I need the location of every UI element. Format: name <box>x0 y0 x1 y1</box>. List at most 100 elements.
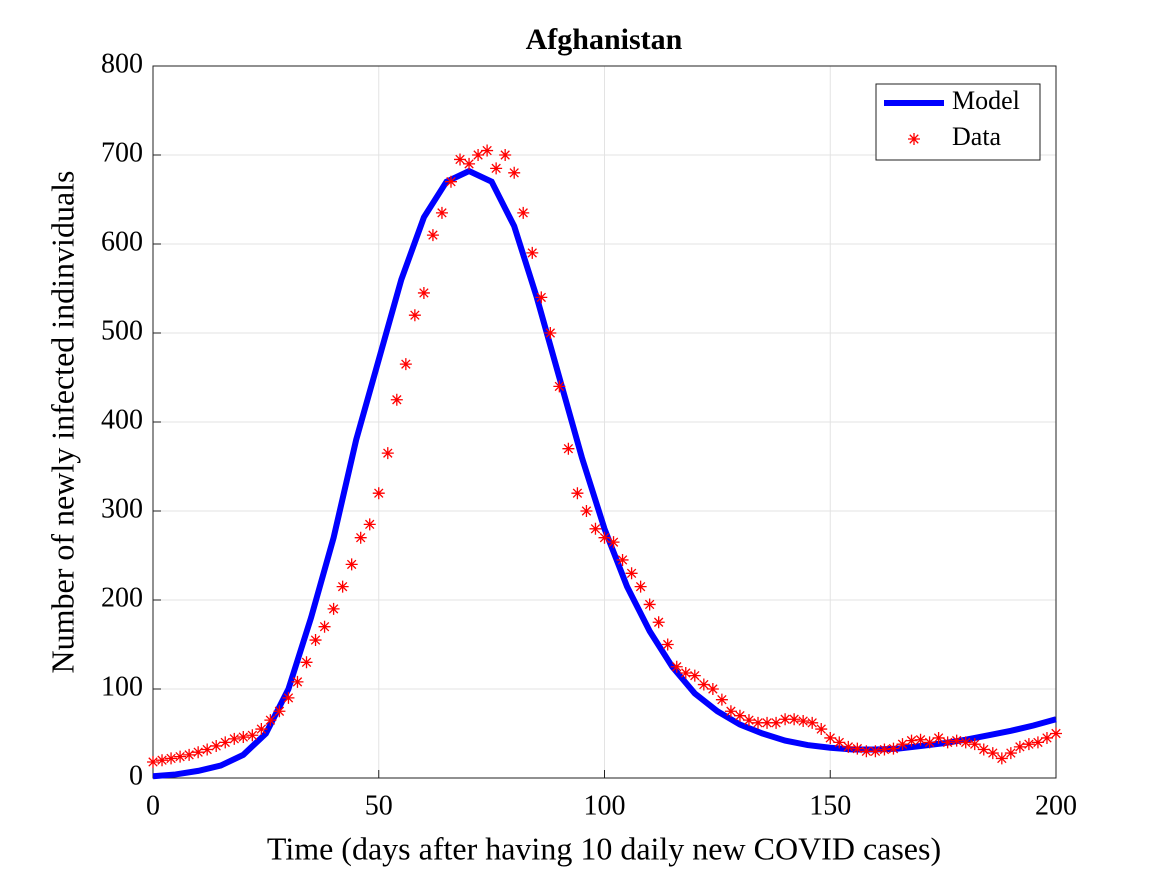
data-point <box>327 602 340 615</box>
y-tick-label: 700 <box>101 137 143 168</box>
data-point <box>535 291 548 304</box>
data-point <box>228 732 241 745</box>
data-point <box>553 380 566 393</box>
data-point <box>715 693 728 706</box>
data-point <box>273 705 286 718</box>
y-tick-label: 600 <box>101 226 143 257</box>
data-point <box>995 752 1008 765</box>
data-point <box>219 736 232 749</box>
data-point <box>959 736 972 749</box>
x-axis-label: Time (days after having 10 daily new COV… <box>267 830 941 866</box>
data-point <box>923 736 936 749</box>
data-point <box>300 656 313 669</box>
data-point <box>282 691 295 704</box>
data-point <box>914 733 927 746</box>
data-point <box>201 743 214 756</box>
data-point <box>878 743 891 756</box>
data-point <box>661 638 674 651</box>
y-tick-label: 400 <box>101 404 143 435</box>
axes-box <box>152 65 1057 779</box>
data-point <box>517 206 530 219</box>
data-point <box>463 157 476 170</box>
data-point <box>625 567 638 580</box>
data-point <box>824 731 837 744</box>
data-point <box>643 598 656 611</box>
data-point <box>435 206 448 219</box>
data-point <box>1013 740 1026 753</box>
data-point <box>797 715 810 728</box>
data-point <box>607 536 620 549</box>
data-point <box>860 745 873 758</box>
data-point <box>508 166 521 179</box>
data-point <box>454 153 467 166</box>
data-point <box>499 149 512 161</box>
y-tick-label: 200 <box>101 582 143 613</box>
data-point <box>399 358 412 371</box>
data-point <box>156 754 169 767</box>
data-point <box>571 487 584 500</box>
data-point <box>941 736 954 749</box>
data-point <box>652 616 665 629</box>
data-point <box>724 705 737 718</box>
data-point <box>815 723 828 736</box>
data-point <box>336 580 349 593</box>
data-point <box>887 742 900 755</box>
data-point <box>670 660 683 673</box>
data-point <box>345 558 358 571</box>
legend-label: Model <box>952 86 1020 115</box>
data-point <box>1050 727 1062 740</box>
y-tick-label: 800 <box>101 48 143 79</box>
data-point <box>977 743 990 756</box>
y-tick-label: 100 <box>101 671 143 702</box>
data-point <box>490 162 503 175</box>
data-point <box>869 745 882 758</box>
data-point <box>426 229 439 242</box>
data-point <box>968 738 981 751</box>
data-point <box>192 746 205 759</box>
data-point <box>417 286 430 299</box>
data-point <box>481 144 494 157</box>
data-point <box>165 752 178 765</box>
data-point <box>842 740 855 753</box>
data-point <box>742 714 755 727</box>
data-point <box>851 742 864 755</box>
data-point <box>372 487 385 500</box>
data-point <box>444 175 457 188</box>
data-point <box>616 553 629 566</box>
data-point <box>788 713 801 726</box>
data-point <box>1022 738 1035 751</box>
data-point <box>526 246 539 259</box>
data-point <box>264 714 277 727</box>
data-point <box>174 750 187 763</box>
data-point <box>779 713 792 726</box>
data-point <box>634 580 647 593</box>
data-point <box>733 709 746 722</box>
data-point <box>472 149 485 161</box>
y-tick-label: 500 <box>101 315 143 346</box>
data-point <box>932 731 945 744</box>
data-point <box>806 716 819 729</box>
data-point <box>354 531 367 544</box>
x-tick-label: 50 <box>365 790 393 821</box>
data-point <box>770 716 783 729</box>
y-tick-label: 0 <box>129 760 143 791</box>
legend-box <box>875 83 1041 161</box>
x-tick-label: 0 <box>146 790 160 821</box>
data-point <box>679 666 692 679</box>
data-point <box>1031 736 1044 749</box>
data-point <box>318 620 331 633</box>
x-tick-label: 150 <box>809 790 851 821</box>
legend-marker <box>908 133 920 145</box>
data-point <box>183 748 196 761</box>
data-point <box>1004 747 1017 760</box>
data-point <box>562 442 575 455</box>
data-point <box>147 755 159 768</box>
data-point <box>390 393 403 406</box>
data-point <box>950 734 963 747</box>
data-point <box>761 716 774 729</box>
chart-title: Afghanistan <box>526 23 683 56</box>
data-point <box>408 309 421 322</box>
x-tick-label: 200 <box>1035 790 1077 821</box>
data-point <box>309 634 322 647</box>
